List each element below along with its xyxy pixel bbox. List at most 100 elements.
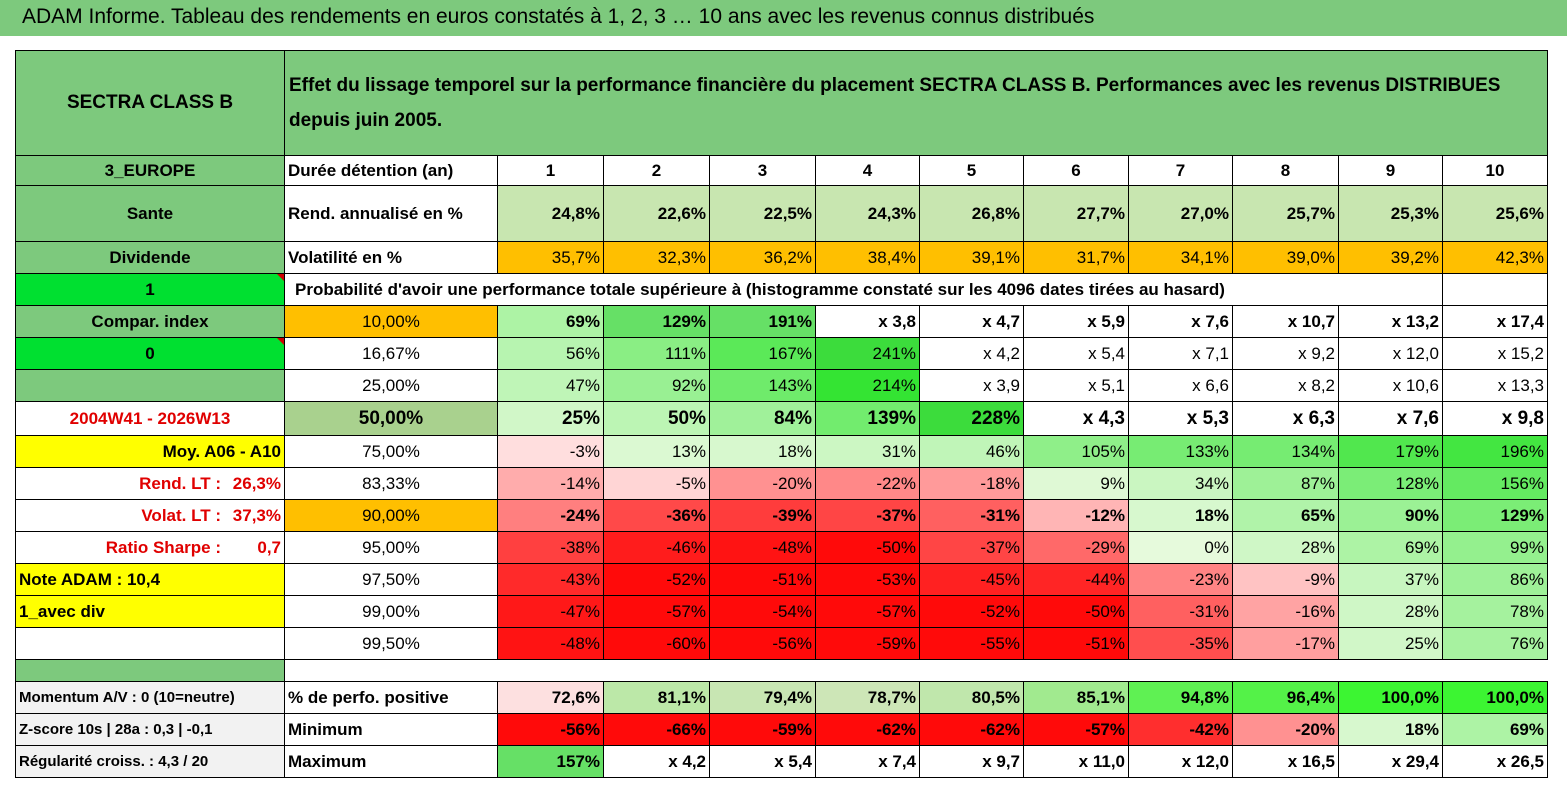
vol-cell: 32,3% [603,241,710,274]
year-4: 4 [815,155,920,186]
stat-cell: 100,0% [1442,681,1548,714]
gap-cell [1442,659,1548,682]
gap-cell [284,659,498,682]
stat-cell: -66% [603,713,710,746]
value-cell: -51% [1023,627,1129,660]
sector-label: Sante [15,185,285,242]
value-cell: -52% [919,595,1024,628]
value-cell: -50% [1023,595,1129,628]
stat-label: % de perfo. positive [284,681,498,714]
gap-cell [1232,659,1339,682]
stat-row: Z-score 10s | 28a : 0,3 | -0,1 Minimum -56… [15,713,1548,746]
stat-cell: 85,1% [1023,681,1129,714]
rend-cell: 22,6% [603,185,710,242]
percentile-label: 25,00% [284,369,498,402]
value-cell: -35% [1128,627,1233,660]
value-cell: 241% [815,337,920,370]
year-5: 5 [919,155,1024,186]
duree-label: Durée détention (an) [284,155,498,186]
rend-cell: 25,7% [1232,185,1339,242]
value-cell: x 8,2 [1232,369,1339,402]
gap-cell [1338,659,1443,682]
value-cell: -39% [709,499,816,532]
div-label: 1_avec div [15,595,285,628]
stat-cell: 94,8% [1128,681,1233,714]
value-cell: x 3,9 [919,369,1024,402]
stat-cell: 96,4% [1232,681,1339,714]
value-cell: -53% [815,563,920,596]
gap-cell [815,659,920,682]
value-cell: x 9,8 [1442,401,1548,436]
stat-cell: -57% [1023,713,1129,746]
value-cell: x 6,6 [1128,369,1233,402]
stat-cell: -62% [919,713,1024,746]
stat-side-label: Régularité croiss. : 4,3 / 20 [15,745,285,778]
stat-cell: 78,7% [815,681,920,714]
value-cell: -57% [815,595,920,628]
value-cell: 18% [1128,499,1233,532]
moy-label: Moy. A06 - A10 [15,435,285,468]
volat-lt-value: 37,3% [232,505,281,525]
year-6: 6 [1023,155,1129,186]
year-8: 8 [1232,155,1339,186]
value-cell: x 5,9 [1023,305,1129,338]
percentile-row: Compar. index 10,00% 69% 129% 191% x 3,8 x 4,7… [15,305,1548,338]
value-cell: -3% [497,435,604,468]
percentile-row: Rend. LT : 26,3% 83,33% -14% -5% -20% -22% -18%… [15,467,1548,500]
value-cell: x 10,7 [1232,305,1339,338]
value-cell: x 4,7 [919,305,1024,338]
value-cell: 28% [1232,531,1339,564]
rend-lt-value: 26,3% [232,473,281,493]
value-cell: x 4,2 [919,337,1024,370]
blank-green [15,369,285,402]
percentile-row: 2004W41 - 2026W13 50,00% 25% 50% 84% 139% 228%… [15,401,1548,436]
value-cell: 143% [709,369,816,402]
value-cell: -5% [603,467,710,500]
percentile-label: 99,50% [284,627,498,660]
value-cell: -18% [919,467,1024,500]
value-cell: 34% [1128,467,1233,500]
stat-cell: x 12,0 [1128,745,1233,778]
stat-cell: -62% [815,713,920,746]
value-cell: 69% [497,305,604,338]
rend-label: Rend. annualisé en % [284,185,498,242]
value-cell: 31% [815,435,920,468]
value-cell: -22% [815,467,920,500]
value-cell: -37% [919,531,1024,564]
stat-cell: -56% [497,713,604,746]
value-cell: x 12,0 [1338,337,1443,370]
value-cell: -38% [497,531,604,564]
year-7: 7 [1128,155,1233,186]
value-cell: -43% [497,563,604,596]
stat-cell: x 26,5 [1442,745,1548,778]
value-cell: x 13,3 [1442,369,1548,402]
value-cell: -51% [709,563,816,596]
percentile-row: 25,00% 47% 92% 143% 214% x 3,9 x 5,1 x 6,6 x 8,2… [15,369,1548,402]
percentile-row: 1_avec div 99,00% -47% -57% -54% -57% -52% -50%… [15,595,1548,628]
value-cell: 18% [709,435,816,468]
value-cell: 129% [1442,499,1548,532]
value-cell: x 9,2 [1232,337,1339,370]
value-cell: 167% [709,337,816,370]
value-cell: 69% [1338,531,1443,564]
value-cell: x 5,4 [1023,337,1129,370]
value-cell: x 17,4 [1442,305,1548,338]
stat-cell: 80,5% [919,681,1024,714]
proba-row: 1 Probabilité d'avoir une performance to… [15,273,1548,306]
stat-cell: x 29,4 [1338,745,1443,778]
value-cell: 56% [497,337,604,370]
flag-1: 1 [15,273,285,306]
rend-row: Sante Rend. annualisé en % 24,8% 22,6% 22,… [15,185,1548,242]
volat-lt: Volat. LT : 37,3% [15,499,285,532]
value-cell: 25% [497,401,604,436]
value-cell: 86% [1442,563,1548,596]
value-cell: x 5,3 [1128,401,1233,436]
period-label: 2004W41 - 2026W13 [15,401,285,436]
value-cell: x 3,8 [815,305,920,338]
value-cell: -45% [919,563,1024,596]
percentile-row: 0 16,67% 56% 111% 167% 241% x 4,2 x 5,4 x 7,1 x 9… [15,337,1548,370]
rend-cell: 24,8% [497,185,604,242]
value-cell: 46% [919,435,1024,468]
value-cell: 78% [1442,595,1548,628]
percentile-row: Moy. A06 - A10 75,00% -3% 13% 18% 31% 46% 105% 1… [15,435,1548,468]
